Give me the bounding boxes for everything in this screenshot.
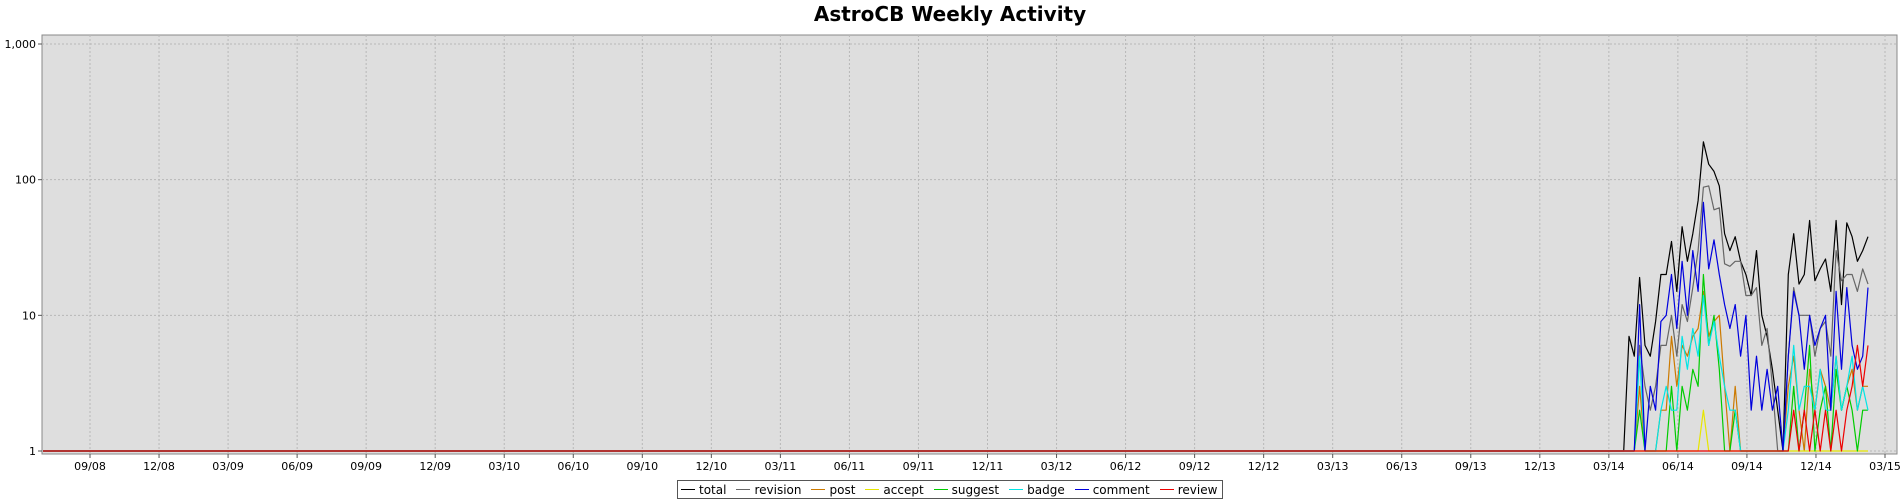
legend-swatch [736, 489, 751, 490]
legend: total revision post accept suggest badge comme… [677, 480, 1224, 499]
legend-swatch [681, 489, 695, 490]
legend-item-comment: comment [1074, 482, 1150, 497]
chart-plot: 1 10 100 1,000 09/08 12/08 03/09 06/09 09/09 12/… [5, 34, 1900, 473]
legend-swatch [811, 489, 826, 490]
x-tick-label: 03/10 [488, 460, 520, 473]
series-line-total [43, 141, 1869, 452]
legend-item-suggest: suggest [933, 482, 1000, 497]
x-tick-label: 09/08 [74, 460, 106, 473]
legend-item-total: total [681, 483, 726, 497]
legend-swatch [865, 489, 880, 490]
x-tick-label: 03/11 [765, 460, 797, 473]
x-tick-label: 09/12 [1179, 460, 1211, 473]
x-tick-label: 12/13 [1524, 460, 1556, 473]
x-tick-label: 06/13 [1386, 460, 1418, 473]
legend-label: total [699, 482, 727, 497]
legend-swatch [933, 489, 948, 490]
legend-swatch [1159, 489, 1174, 490]
y-tick-label: 10 [22, 309, 36, 322]
plot-background [41, 34, 1898, 455]
x-tick-label: 12/09 [419, 460, 451, 473]
x-tick-label: 06/12 [1110, 460, 1142, 473]
legend-label: accept [883, 482, 924, 497]
grid-layer [42, 35, 1897, 454]
x-tick-label: 06/10 [557, 460, 589, 473]
legend-label: suggest [951, 482, 1000, 497]
x-tick-label: 12/12 [1248, 460, 1280, 473]
legend-item-review: review [1159, 482, 1218, 497]
legend-label: badge [1027, 482, 1065, 497]
legend-item-revision: revision [736, 483, 801, 497]
x-tick-label: 06/11 [834, 460, 866, 473]
series-line-comment [43, 201, 1869, 452]
legend-label: comment [1092, 482, 1150, 497]
x-tick-label: 03/09 [212, 460, 244, 473]
x-tick-label: 06/09 [281, 460, 313, 473]
legend-item-badge: badge [1009, 483, 1065, 497]
legend-label: post [829, 482, 856, 497]
x-tick-label: 03/14 [1593, 460, 1625, 473]
x-axis: 09/08 12/08 03/09 06/09 09/09 12/09 03/10 06/10… [74, 454, 1900, 473]
legend-swatch [1009, 489, 1024, 490]
chart-title: AstroCB Weekly Activity [813, 2, 1087, 26]
y-axis: 1 10 100 1,000 [5, 38, 42, 458]
series-layer [43, 141, 1869, 452]
x-tick-label: 03/12 [1041, 460, 1073, 473]
legend-label: revision [754, 482, 802, 497]
y-tick-label: 100 [15, 174, 36, 187]
x-tick-label: 09/13 [1455, 460, 1487, 473]
legend-swatch [1074, 489, 1089, 490]
y-tick-label: 1 [29, 445, 36, 458]
x-tick-label: 12/10 [695, 460, 727, 473]
x-tick-label: 12/11 [972, 460, 1004, 473]
x-tick-label: 09/09 [350, 460, 382, 473]
x-tick-label: 09/14 [1731, 460, 1763, 473]
x-tick-label: 09/11 [903, 460, 935, 473]
x-tick-label: 09/10 [626, 460, 658, 473]
series-line-review [43, 344, 1869, 452]
legend-label: review [1177, 482, 1218, 497]
x-tick-label: 06/14 [1662, 460, 1694, 473]
legend-item-post: post [811, 483, 855, 497]
y-tick-label: 1,000 [5, 38, 37, 51]
x-tick-label: 12/08 [143, 460, 175, 473]
x-tick-label: 03/15 [1869, 460, 1900, 473]
x-tick-label: 03/13 [1317, 460, 1349, 473]
x-tick-label: 12/14 [1800, 460, 1832, 473]
legend-item-accept: accept [865, 482, 924, 497]
